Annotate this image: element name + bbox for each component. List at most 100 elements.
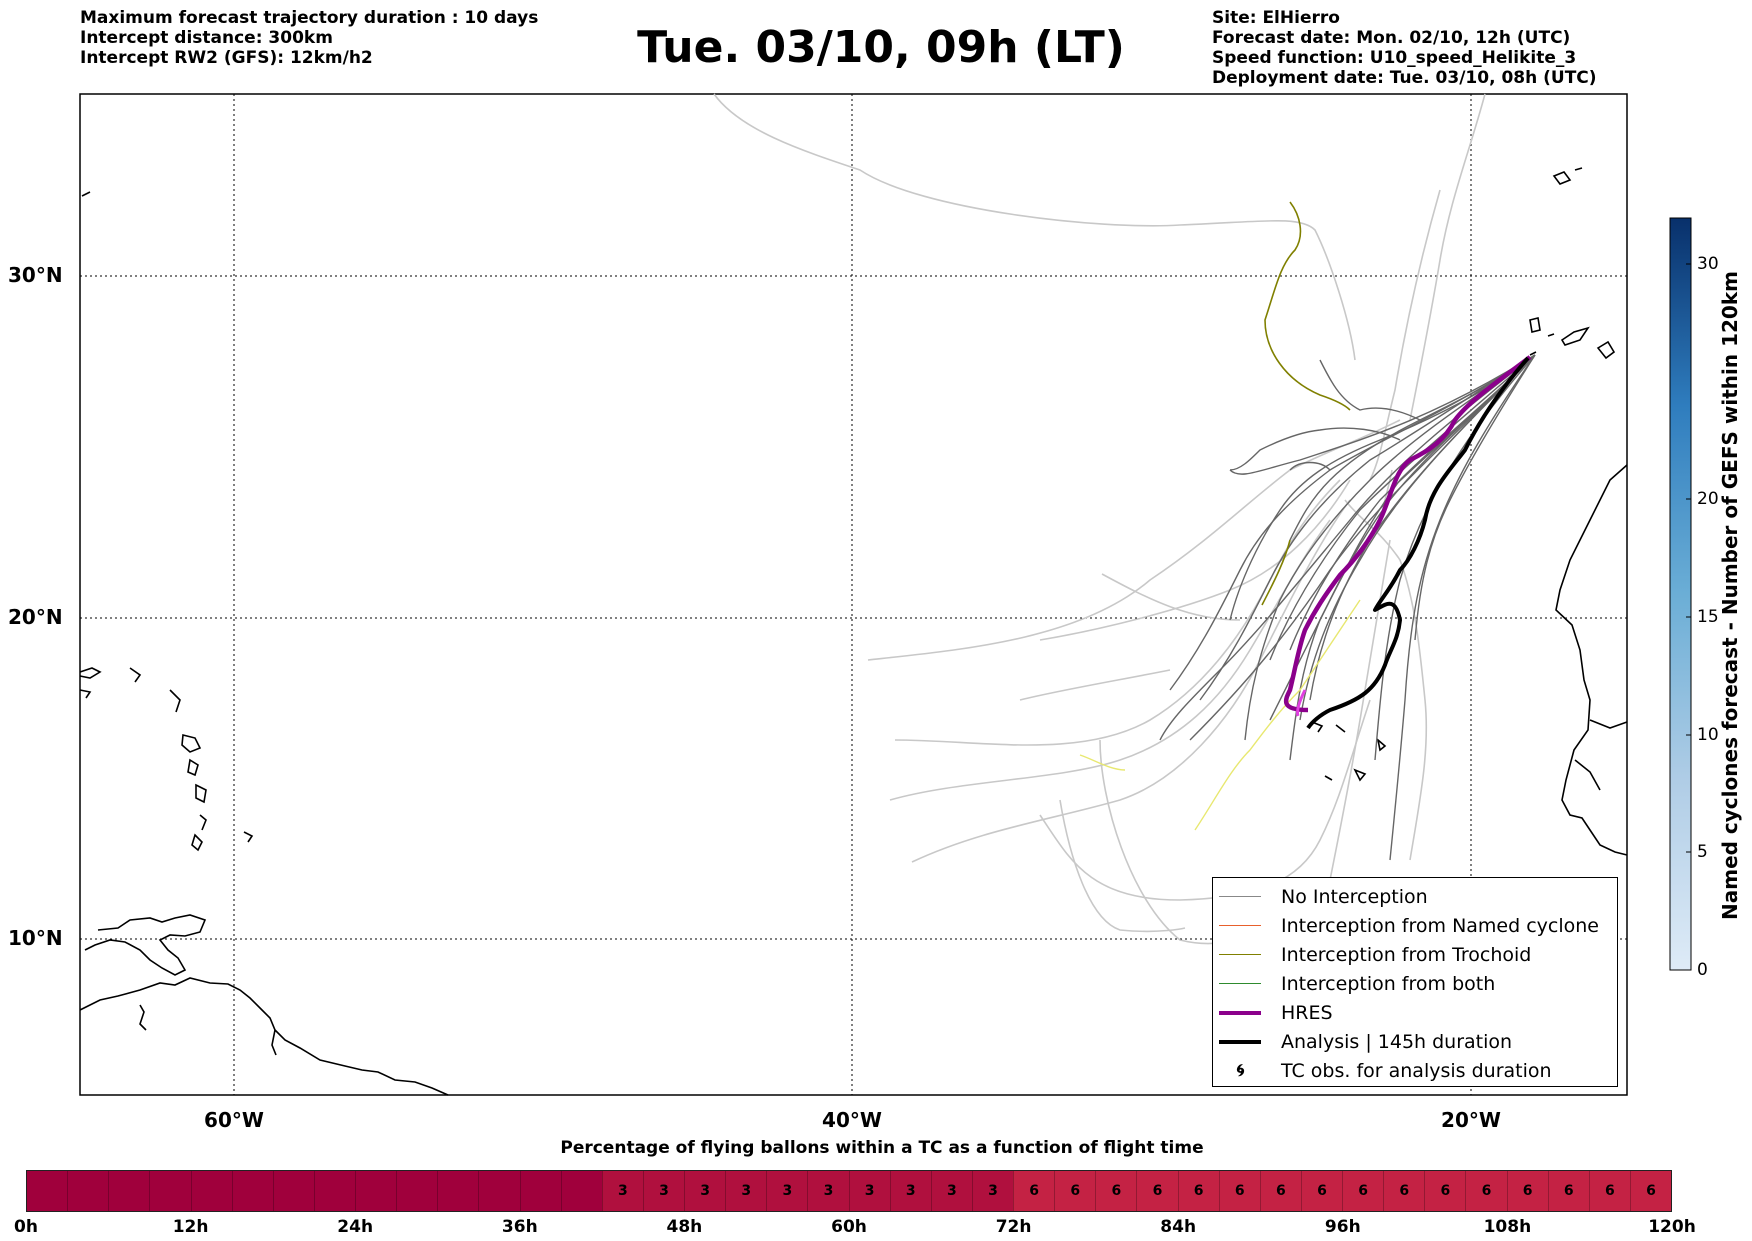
lat-label-20n: 20°N (8, 605, 63, 629)
site-text: Site: ElHierro (1212, 8, 1340, 28)
flight-bar-cell (560, 1171, 602, 1211)
island-10 (243, 831, 254, 843)
analysis-track (1306, 356, 1530, 730)
legend-item-trochoid: Interception from Trochoid (1213, 940, 1617, 969)
cbar-label-20: 20 (1697, 489, 1719, 509)
flight-bar-cell (396, 1171, 438, 1211)
track-light-5 (894, 479, 1341, 746)
flight-bar-cell: 6 (1218, 1171, 1260, 1211)
cyclone-symbols-icon: 🌀︎ (1236, 1060, 1245, 1081)
flight-bar-cell: 6 (1259, 1171, 1301, 1211)
flight-bar-cell: 3 (807, 1171, 849, 1211)
island-canary-1 (1529, 317, 1541, 333)
track-dark-11 (1169, 354, 1536, 691)
island-1 (79, 667, 102, 679)
legend-item-analysis: Analysis | 145h duration (1213, 1027, 1617, 1056)
track-dark-14 (1299, 354, 1536, 721)
flight-time-tick: 0h (14, 1217, 38, 1237)
flight-bar-cell (27, 1171, 68, 1211)
track-light-4 (867, 419, 1401, 661)
speed-function-text: Speed function: U10_speed_Helikite_3 (1212, 48, 1577, 68)
coastlines (79, 167, 1628, 1096)
flight-bar-cell: 6 (1300, 1171, 1342, 1211)
cape-verde-4 (1353, 768, 1367, 782)
track-light-2 (1409, 93, 1486, 421)
yellow-track (1194, 599, 1361, 831)
flight-bar-cell: 3 (889, 1171, 931, 1211)
flight-bar-cell (108, 1171, 150, 1211)
lon-label-40w: 40°W (822, 1108, 882, 1132)
cbar-label-0: 0 (1697, 960, 1708, 980)
island-canary-4 (1547, 333, 1555, 337)
flight-bar-cell (478, 1171, 520, 1211)
yellow-track-2 (1079, 754, 1126, 771)
flight-bar-cell: 6 (1506, 1171, 1548, 1211)
lon-label-60w: 60°W (204, 1108, 264, 1132)
track-dark-9 (1289, 354, 1536, 651)
island-2 (79, 689, 92, 699)
africa-detail-1 (1589, 719, 1628, 729)
legend-item-both: Interception from both (1213, 969, 1617, 998)
island-azores (1552, 171, 1572, 185)
flight-bar-cell: 6 (1054, 1171, 1096, 1211)
lon-label-20w: 20°W (1441, 1108, 1501, 1132)
flight-bar-cell: 6 (1136, 1171, 1178, 1211)
island-canary-3 (1596, 340, 1616, 360)
island-bermuda (81, 191, 91, 197)
header-info-left: Maximum forecast trajectory duration : 1… (80, 8, 538, 68)
coast-detail-2 (139, 1004, 147, 1031)
cape-verde-2 (1335, 724, 1346, 733)
hres-track (1283, 355, 1532, 713)
island-canary-2 (1560, 326, 1590, 346)
island-4 (169, 689, 181, 713)
track-dark-4 (1269, 354, 1536, 721)
flight-time-tick: 60h (831, 1217, 867, 1237)
track-dark-7 (1414, 354, 1536, 641)
flight-bar-cell (519, 1171, 561, 1211)
flight-bar-cell: 6 (1342, 1171, 1384, 1211)
flight-bar-cell (67, 1171, 109, 1211)
island-7 (195, 783, 207, 804)
flight-bar-cell: 6 (1424, 1171, 1466, 1211)
south-america-coast (79, 977, 449, 1096)
flight-bar-cell (231, 1171, 273, 1211)
graticule (80, 94, 1627, 1095)
flight-time-tick: 36h (501, 1217, 538, 1237)
flight-time-tick: 120h (1648, 1217, 1696, 1237)
cbar-label-15: 15 (1697, 607, 1719, 627)
flight-bar-cell: 3 (601, 1171, 643, 1211)
flight-bar-caption: Percentage of flying ballons within a TC… (560, 1138, 1204, 1158)
track-dark-17 (1229, 354, 1536, 475)
flight-bar-cell: 6 (1177, 1171, 1219, 1211)
caribbean-coast (84, 914, 207, 976)
legend-label: TC obs. for analysis duration (1281, 1059, 1552, 1082)
track-light-12 (1101, 573, 1241, 621)
flight-bar-cell: 6 (1383, 1171, 1425, 1211)
no-interception-tracks (1159, 354, 1536, 861)
flight-bar-cell (313, 1171, 355, 1211)
coast-detail (271, 1029, 277, 1056)
track-light-10 (1059, 799, 1186, 933)
flight-bar-cell (355, 1171, 397, 1211)
flight-bar-cell (437, 1171, 479, 1211)
intercept-distance-text: Intercept distance: 300km (80, 28, 333, 48)
line-green-icon (1219, 983, 1261, 984)
cape-verde-1 (1311, 721, 1324, 733)
cape-verde-3 (1376, 737, 1387, 752)
africa-coast (1555, 464, 1628, 856)
flight-bar-cell: 3 (642, 1171, 684, 1211)
island-6 (187, 758, 199, 777)
island-5 (181, 733, 202, 753)
flight-bar-cell: 3 (725, 1171, 767, 1211)
track-dark-18 (1229, 427, 1401, 471)
forecast-date-text: Forecast date: Mon. 02/10, 12h (UTC) (1212, 28, 1571, 48)
line-orange-icon (1219, 925, 1261, 926)
flight-bar-cell (272, 1171, 314, 1211)
track-dark-19 (1289, 461, 1331, 471)
flight-bar-cell: 3 (766, 1171, 808, 1211)
flight-bar-cell: 3 (848, 1171, 890, 1211)
flight-time-tick: 72h (995, 1217, 1032, 1237)
track-dark-20 (1319, 359, 1421, 421)
flight-bar-cell: 6 (1588, 1171, 1630, 1211)
flight-time-tick: 84h (1160, 1217, 1197, 1237)
